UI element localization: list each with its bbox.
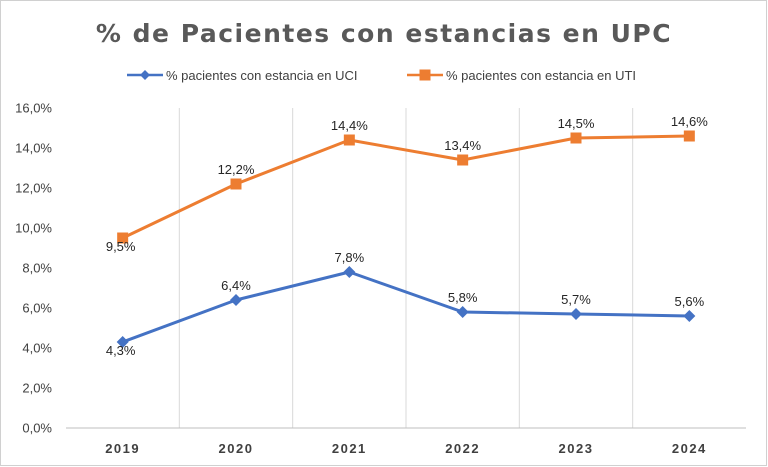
data-point-uci <box>343 266 356 278</box>
x-tick-label: 2024 <box>672 441 707 456</box>
legend-marker-uci <box>140 70 150 80</box>
data-point-uti <box>230 178 242 190</box>
data-label-uti: 13,4% <box>444 138 481 153</box>
data-point-uti <box>683 130 695 142</box>
data-label-uci: 5,7% <box>561 292 591 307</box>
x-tick-label: 2019 <box>105 441 140 456</box>
data-labels: 4,3% 6,4% 7,8% 5,8% 5,7% 5,6% 9,5% 12,2% 14,4% 13… <box>106 114 708 358</box>
y-tick-label: 6,0% <box>22 301 52 316</box>
data-label-uti: 14,4% <box>331 118 368 133</box>
data-point-uci <box>456 306 469 318</box>
data-point-uci <box>230 294 242 306</box>
data-label-uci: 5,8% <box>448 290 478 305</box>
data-label-uti: 9,5% <box>106 239 136 254</box>
data-label-uti: 14,6% <box>671 114 708 129</box>
data-label-uci: 5,6% <box>675 294 705 309</box>
legend-label-uti: % pacientes con estancia en UTI <box>446 68 636 83</box>
data-point-uci <box>683 310 696 322</box>
chart-title: % de Pacientes con estancias en UPC <box>96 19 672 48</box>
data-point-uti <box>343 134 355 146</box>
y-tick-label: 14,0% <box>15 141 52 156</box>
data-label-uti: 12,2% <box>218 162 255 177</box>
y-tick-label: 4,0% <box>22 341 52 356</box>
x-tick-label: 2021 <box>332 441 367 456</box>
x-axis-ticks: 2019 2020 2021 2022 2023 2024 <box>105 441 707 456</box>
data-point-uci <box>570 308 582 320</box>
y-tick-label: 12,0% <box>15 181 52 196</box>
y-tick-label: 16,0% <box>15 101 52 116</box>
legend: % pacientes con estancia en UCI % pacien… <box>127 68 636 83</box>
legend-label-uci: % pacientes con estancia en UCI <box>166 68 358 83</box>
y-axis-ticks: 0,0% 2,0% 4,0% 6,0% 8,0% 10,0% 12,0% 14,0% 16,0% <box>15 101 52 436</box>
series-group <box>116 130 696 348</box>
data-point-uci <box>116 336 129 348</box>
data-label-uci: 4,3% <box>106 343 136 358</box>
y-tick-label: 10,0% <box>15 221 52 236</box>
x-tick-label: 2020 <box>219 441 254 456</box>
data-point-uti <box>457 154 469 166</box>
series-line-uti <box>122 134 690 240</box>
data-point-uti <box>117 232 129 244</box>
legend-item-uci: % pacientes con estancia en UCI <box>127 68 358 83</box>
data-point-uti <box>570 132 582 144</box>
y-tick-label: 0,0% <box>22 421 52 436</box>
data-label-uti: 14,5% <box>558 116 595 131</box>
legend-marker-uti <box>419 69 431 81</box>
series-line-uci <box>122 270 690 344</box>
x-tick-label: 2023 <box>559 441 594 456</box>
y-tick-label: 2,0% <box>22 381 52 396</box>
y-tick-label: 8,0% <box>22 261 52 276</box>
data-label-uci: 7,8% <box>335 250 365 265</box>
x-tick-label: 2022 <box>445 441 480 456</box>
legend-item-uti: % pacientes con estancia en UTI <box>407 68 636 83</box>
data-label-uci: 6,4% <box>221 278 251 293</box>
